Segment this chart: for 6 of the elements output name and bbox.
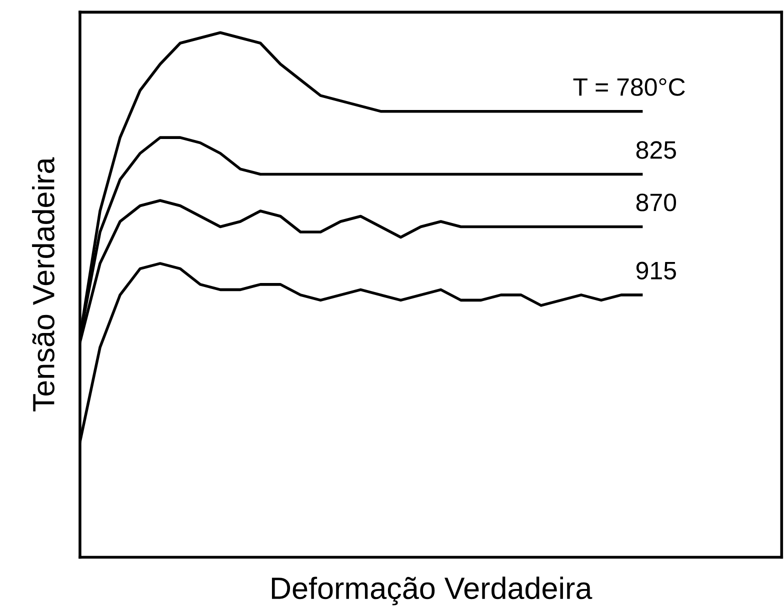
series-label: 915	[636, 262, 676, 280]
series-label: 870	[636, 194, 676, 212]
x-axis-title: Deformação Verdadeira	[272, 576, 592, 606]
series-label: 825	[636, 141, 676, 159]
series-label: T = 780°C	[573, 78, 685, 96]
y-axis-title: Tensão Verdadeira	[32, 157, 54, 412]
